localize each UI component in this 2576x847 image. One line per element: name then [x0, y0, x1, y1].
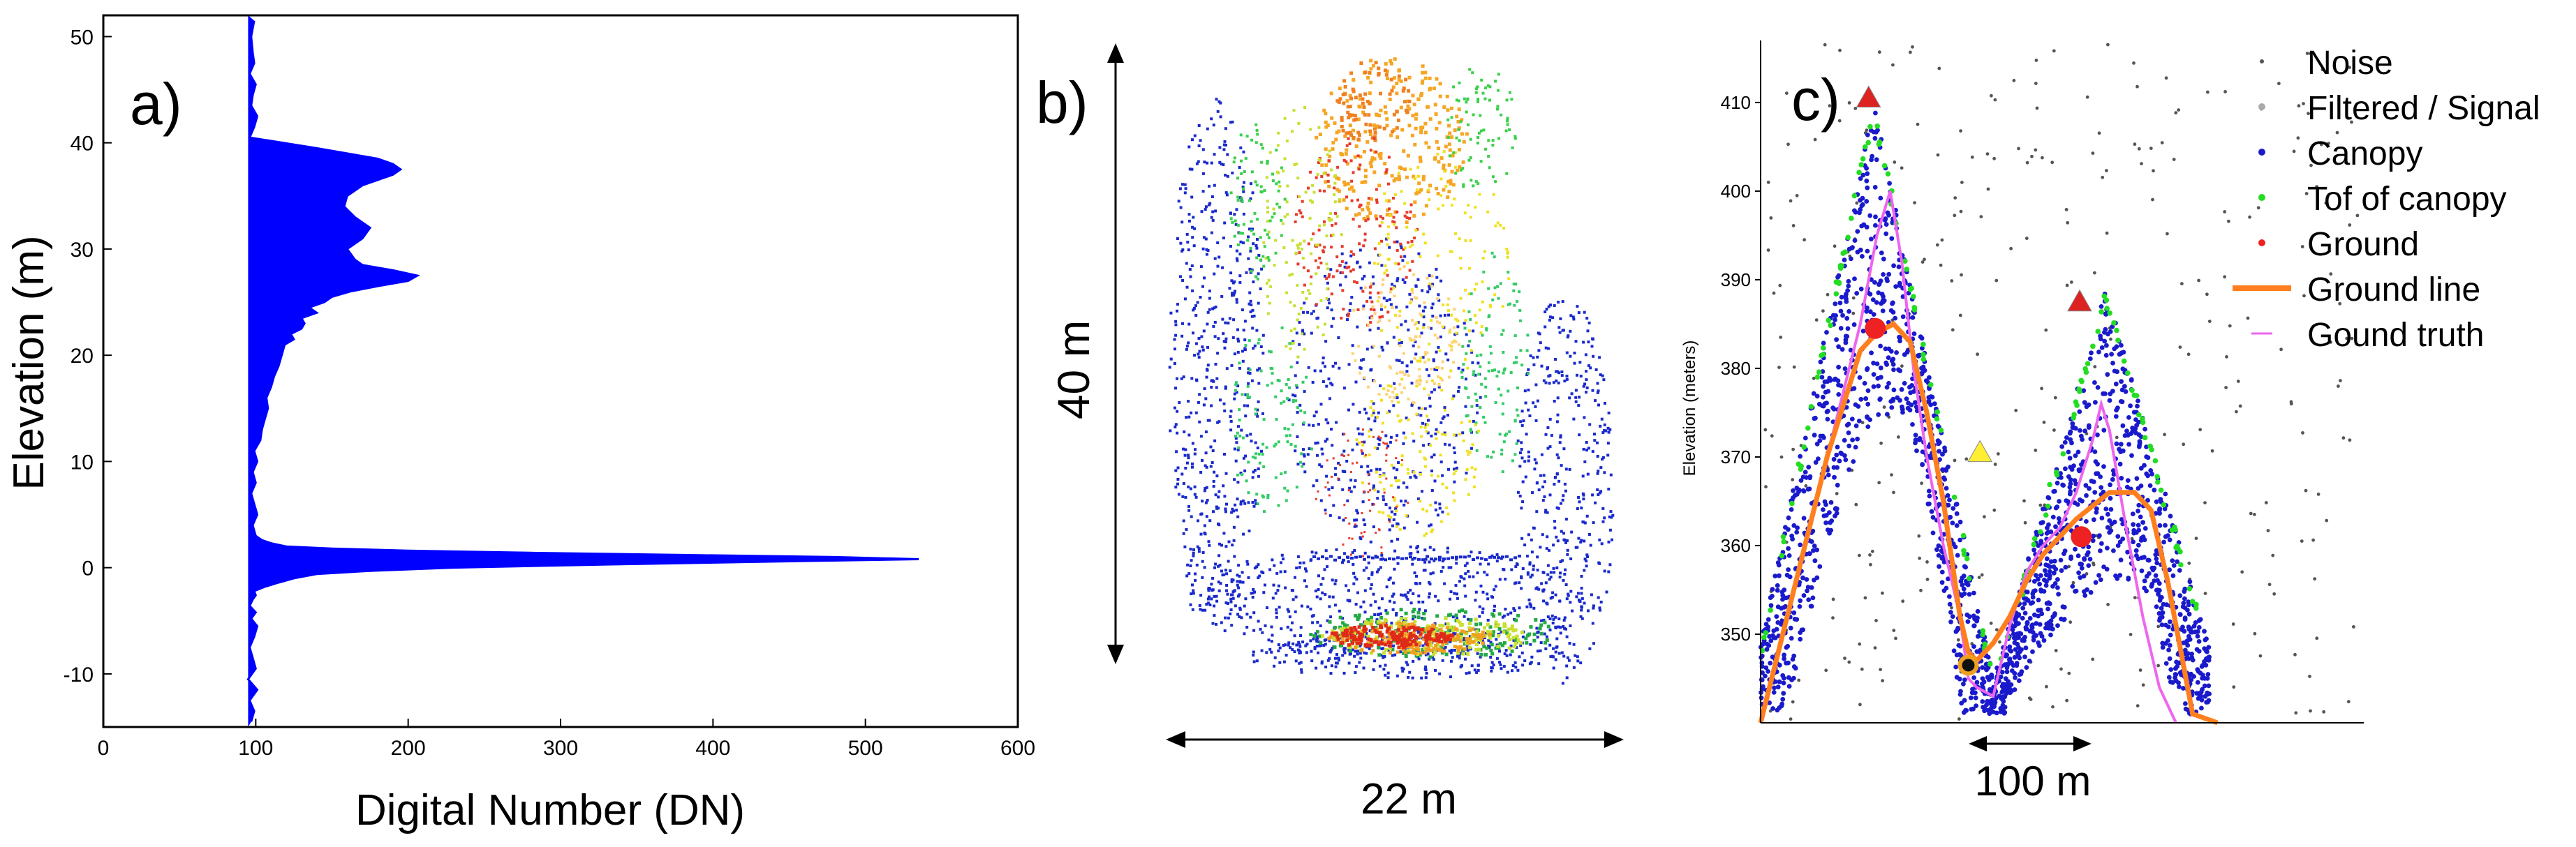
panel-c-markers — [1856, 85, 2092, 676]
legend-entry-ground: Ground — [2258, 226, 2419, 263]
panel-c-circle-marker-core — [1962, 659, 1975, 672]
panel-a-y-tick-label: 50 — [71, 26, 94, 49]
panel-a-letter: a) — [130, 71, 182, 137]
panel-a-plot-frame — [102, 14, 1019, 728]
panel-b-width-arrow — [1166, 731, 1624, 748]
panel-a-y-tick-label: 40 — [71, 133, 94, 156]
panel-b-height-label: 40 m — [1049, 320, 1099, 419]
legend-label-noise: Noise — [2307, 45, 2393, 82]
legend-label-ground: Ground — [2307, 226, 2419, 263]
panel-c-letter: c) — [1791, 67, 1840, 133]
panel-c-ground-truth-line — [1759, 190, 2177, 724]
panel-a-x-tick-label: 100 — [238, 737, 273, 760]
legend-label-top-of-canopy: Tof of canopy — [2307, 181, 2507, 218]
panel-b-letter: b) — [1036, 70, 1088, 135]
panel-c-triangle-marker — [1856, 85, 1881, 108]
panel-c-top-of-canopy-points — [1759, 123, 2199, 667]
panel-a: 0 100 200 300 400 500 600 -10 0 10 20 30 40 50 a) Di… — [5, 14, 1035, 834]
panel-c-legend: Noise Filtered / Signal Canopy Tof of ca… — [2233, 45, 2540, 354]
panel-b-width-label: 22 m — [1361, 775, 1457, 823]
panel-c-y-tick-label: 370 — [1721, 447, 1751, 467]
panel-c-scale-label: 100 m — [1975, 758, 2092, 804]
legend-label-ground-line: Ground line — [2307, 271, 2480, 308]
panel-a-x-axis-label: Digital Number (DN) — [355, 786, 745, 834]
legend-entry-noise: Noise — [2260, 45, 2393, 82]
panel-a-dn-line — [246, 20, 919, 722]
panel-a-y-tick-label: 10 — [71, 451, 94, 474]
panel-a-y-tick-label: 0 — [82, 557, 94, 580]
panel-a-x-ticks: 0 100 200 300 400 500 600 — [98, 719, 1035, 760]
panel-a-x-tick-label: 0 — [98, 737, 110, 760]
legend-label-ground-truth: Gound truth — [2307, 317, 2485, 354]
panel-b-point-cloud — [1168, 57, 1615, 685]
panel-a-x-tick-label: 200 — [391, 737, 426, 760]
panel-b: b) 40 m 22 m — [1036, 43, 1624, 823]
legend-label-filtered: Filtered / Signal — [2307, 90, 2540, 127]
panel-a-x-tick-label: 600 — [1000, 737, 1035, 760]
panel-a-x-tick-label: 400 — [695, 737, 730, 760]
panel-a-y-ticks: -10 0 10 20 30 40 50 — [64, 26, 112, 687]
panel-c-y-tick-label: 380 — [1721, 358, 1751, 379]
panel-c-triangle-marker — [2067, 289, 2092, 312]
panel-c-circle-marker — [2071, 526, 2092, 548]
legend-label-canopy: Canopy — [2307, 135, 2422, 172]
panel-c-y-tick-label: 400 — [1721, 181, 1751, 202]
legend-entry-top-of-canopy: Tof of canopy — [2258, 181, 2507, 218]
panel-a-x-tick-label: 500 — [848, 737, 883, 760]
panel-c-y-ticks: 350 360 370 380 390 400 410 — [1721, 92, 1761, 645]
panel-c-circle-marker — [1865, 317, 1886, 339]
panel-a-y-tick-label: 30 — [71, 239, 94, 262]
panel-a-y-tick-label: 20 — [71, 345, 94, 368]
panel-a-y-axis-label: Elevation (m) — [5, 235, 53, 490]
panel-c-y-axis-label: Elevation (meters) — [1680, 340, 1699, 477]
panel-c-scale-arrow — [1969, 736, 2092, 751]
panel-c: 350 360 370 380 390 400 410 Elevation (meters)… — [1680, 40, 2540, 804]
legend-entry-canopy: Canopy — [2258, 135, 2422, 172]
panel-a-x-tick-label: 300 — [543, 737, 578, 760]
panel-c-y-tick-label: 360 — [1721, 535, 1751, 556]
panel-a-y-tick-label: -10 — [64, 664, 94, 687]
legend-entry-filtered: Filtered / Signal — [2258, 90, 2540, 127]
panel-c-y-tick-label: 390 — [1721, 269, 1751, 290]
panel-b-height-arrow — [1107, 43, 1124, 664]
panel-c-y-tick-label: 410 — [1721, 92, 1751, 113]
legend-entry-ground-line: Ground line — [2233, 271, 2480, 308]
panel-c-triangle-marker — [1967, 440, 1993, 463]
legend-entry-ground-truth: Gound truth — [2251, 317, 2485, 354]
panel-c-y-tick-label: 350 — [1721, 624, 1751, 645]
